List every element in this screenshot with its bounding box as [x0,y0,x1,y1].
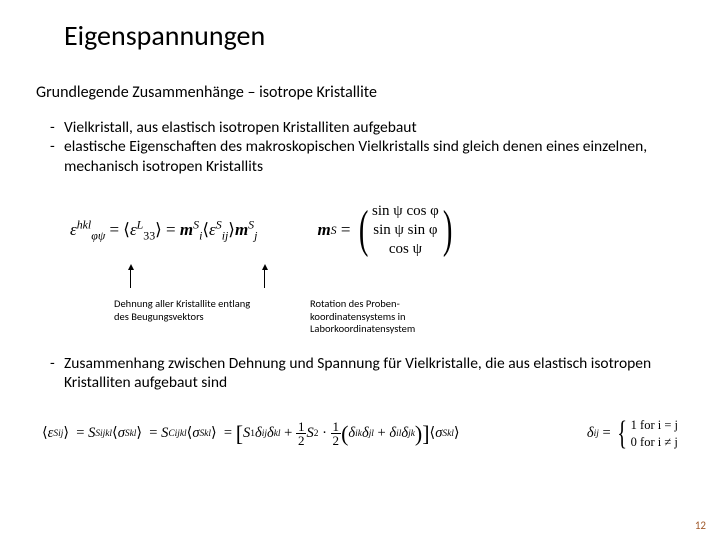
caption-row: Dehnung aller Kristallite entlang des Be… [114,298,684,336]
bullet-item: Vielkristall, aus elastisch isotropen Kr… [50,118,684,137]
caption-rotation: Rotation des Proben­koordinatensystems i… [310,298,460,336]
equation-kronecker: δij = { 1 for i = j 0 for i ≠ j [587,417,678,451]
bullet-list-2: Zusammenhang zwischen Dehnung und Spannu… [50,354,684,393]
annotation-arrows [70,266,684,292]
equation-row-2: ⟨εSij⟩ = SSijkl ⟨σSkl⟩ = SCijkl ⟨σSkl⟩ =… [36,417,684,451]
equation-row-1: εhklφψ = ⟨εL33⟩ = mSi ⟨εSij⟩ mSj mS = ( … [70,200,684,260]
equation-strain: εhklφψ = ⟨εL33⟩ = mSi ⟨εSij⟩ mSj [70,220,257,240]
bullet-item: elastische Eigenschaften des makroskopis… [50,137,684,176]
caption-strain: Dehnung aller Kristallite entlang des Be… [114,298,264,336]
page-number: 12 [695,519,706,532]
equation-stress-strain: ⟨εSij⟩ = SSijkl ⟨σSkl⟩ = SCijkl ⟨σSkl⟩ =… [42,420,460,447]
equation-vector: mS = ( sin ψ cos φ sin ψ sin φ cos ψ ) [317,200,456,260]
bullet-list-1: Vielkristall, aus elastisch isotropen Kr… [50,118,684,176]
bullet-item: Zusammenhang zwischen Dehnung und Spannu… [50,354,684,393]
slide-title: Eigenspannungen [64,18,684,53]
slide-subtitle: Grundlegende Zusammenhänge – isotrope Kr… [36,83,684,102]
